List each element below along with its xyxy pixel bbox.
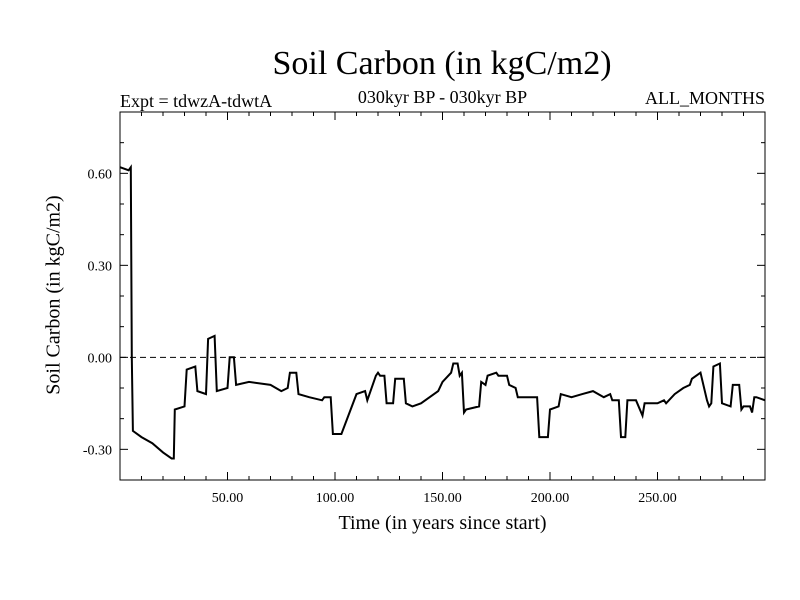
- x-tick-label: 250.00: [638, 491, 677, 506]
- y-tick-label: 0.30: [88, 259, 113, 274]
- x-axis-label: Time (in years since start): [338, 512, 547, 534]
- y-tick-label: 0.00: [88, 351, 113, 366]
- months-label: ALL_MONTHS: [645, 88, 765, 108]
- experiment-label: Expt = tdwzA-tdwtA: [120, 91, 273, 111]
- y-tick-label: 0.60: [88, 167, 113, 182]
- period-label: 030kyr BP - 030kyr BP: [357, 87, 528, 107]
- plot-frame: [119, 111, 766, 481]
- x-tick-label: 150.00: [423, 491, 462, 506]
- x-tick-label: 100.00: [316, 491, 355, 506]
- x-tick-label: 200.00: [531, 491, 570, 506]
- y-tick-label: -0.30: [83, 443, 112, 458]
- chart-title: Soil Carbon (in kgC/m2): [272, 45, 612, 82]
- series-line-1: [119, 164, 766, 460]
- x-tick-label: 50.00: [212, 491, 244, 506]
